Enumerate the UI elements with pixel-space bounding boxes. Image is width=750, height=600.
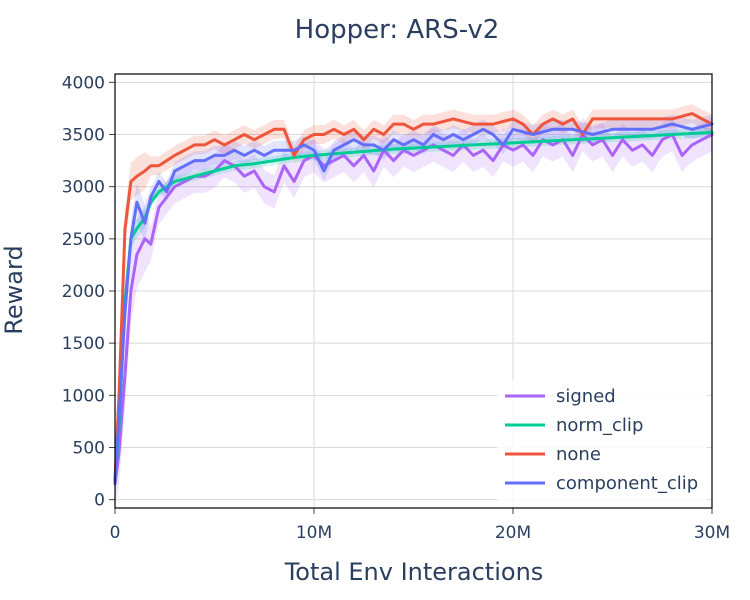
y-tick-label: 4000 (62, 73, 105, 93)
y-tick-label: 2500 (62, 230, 105, 250)
axis-layer: 0 500 1000 1500 2000 2500 3000 3500 4000 0 10M 20M 3… (62, 73, 730, 543)
x-axis-label: Total Env Interactions (284, 558, 544, 586)
x-tick-label: 10M (296, 523, 332, 543)
none-line (113, 112, 714, 481)
y-axis-label: Reward (0, 245, 28, 334)
y-tick-label: 0 (94, 491, 105, 511)
legend-label-none: none (556, 444, 601, 465)
x-tick-label: 20M (495, 523, 531, 543)
legend-label-signed: signed (556, 386, 616, 407)
legend-label-component_clip: component_clip (556, 473, 698, 494)
legend-label-norm_clip: norm_clip (556, 415, 643, 436)
y-tick-label: 2000 (62, 282, 105, 302)
y-tick-label: 3000 (62, 178, 105, 198)
x-tick-label: 0 (110, 523, 121, 543)
x-tick-label: 30M (694, 523, 730, 543)
y-tick-label: 3500 (62, 126, 105, 146)
line-layer (113, 112, 714, 486)
norm_clip-line (113, 130, 714, 483)
legend-box (497, 380, 707, 506)
y-tick-label: 1000 (62, 386, 105, 406)
plot-frame (114, 73, 713, 509)
y-tick-label: 500 (73, 438, 105, 458)
component_clip-line (113, 122, 714, 484)
y-tick-label: 1500 (62, 334, 105, 354)
chart-title: Hopper: ARS-v2 (295, 15, 500, 45)
